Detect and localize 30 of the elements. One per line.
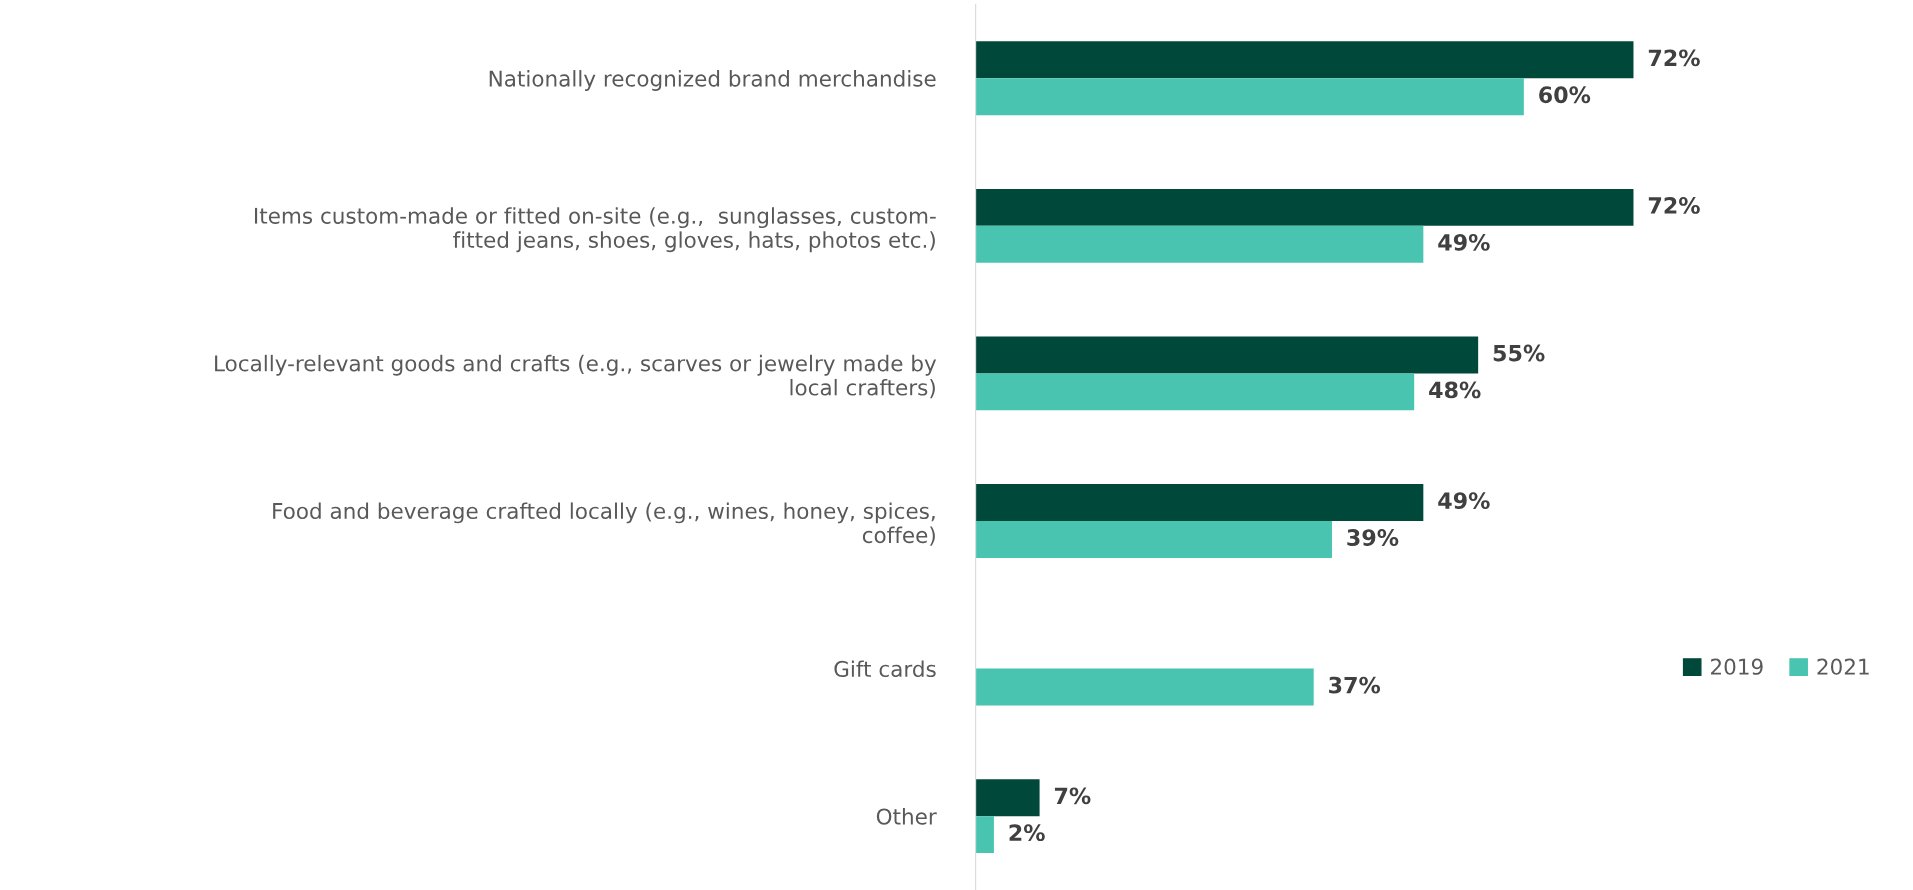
bar [975,225,1424,263]
data-label: 72% [1648,49,1700,67]
data-label: 37% [1329,676,1381,694]
bar [975,816,994,854]
bar [975,668,1314,706]
bar [975,188,1634,226]
data-label: 48% [1429,381,1481,399]
bar [975,484,1424,522]
y-tick-label: Gift cards [834,660,936,678]
bar [975,521,1332,558]
data-label: 72% [1648,197,1700,214]
data-label: 49% [1438,233,1490,251]
y-tick-label: Locally-relevant goods and crafts (e.g., scarves or jewelry made by local crafters) [215,354,937,399]
bar [975,78,1524,116]
data-label: 2% [1009,824,1045,842]
data-label: 60% [1539,86,1591,104]
data-label: 49% [1438,492,1490,510]
bar [975,779,1040,817]
legend-label: 2019 [1711,658,1763,675]
legend-label: 2021 [1817,658,1869,675]
data-label: 7% [1054,787,1091,805]
y-tick-label: Other [876,808,937,825]
y-tick-label: Items custom-made or fitted on-site (e.g., sunglasses, custom- fitted jeans, shoes, gloves, hats, photos etc.) [254,207,936,253]
y-tick-label: Nationally recognized brand merchandise [489,70,936,91]
bar [975,41,1634,79]
data-label: 39% [1347,529,1399,546]
bar [975,336,1479,374]
bar [975,373,1415,411]
data-label: 55% [1493,344,1545,362]
y-tick-label: Food and beverage crafted locally (e.g., wines, honey, spices, coffee) [273,502,935,546]
